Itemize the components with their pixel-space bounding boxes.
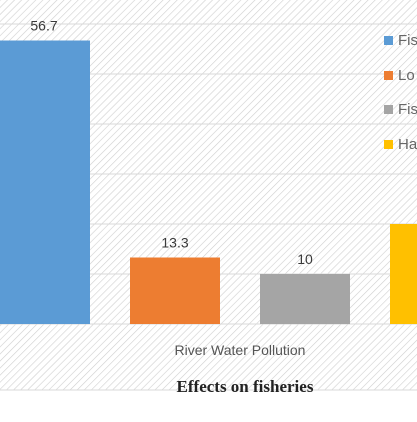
legend-label-3: Fis [398,101,417,118]
bar-series-1 [0,40,90,324]
legend-swatch-3 [384,105,393,114]
legend-label-4: Ha [398,136,417,153]
legend-swatch-1 [384,36,393,45]
legend-swatch-2 [384,71,393,80]
data-labels: 56.7 13.3 10 [30,18,313,268]
chart-title: Effects on fisheries [177,377,314,396]
bar-series-3 [260,274,350,324]
legend-label-2: Lo [398,67,415,84]
data-label-series-1: 56.7 [30,18,57,34]
bar-series-4 [390,224,417,324]
data-label-series-3: 10 [297,251,313,267]
legend: Fis Lo Fis Ha [384,32,417,153]
legend-label-1: Fis [398,32,417,49]
legend-swatch-4 [384,140,393,149]
data-label-series-2: 13.3 [161,235,188,251]
bar-series-2 [130,257,220,324]
x-category-label: River Water Pollution [175,342,306,358]
bars [0,40,417,324]
